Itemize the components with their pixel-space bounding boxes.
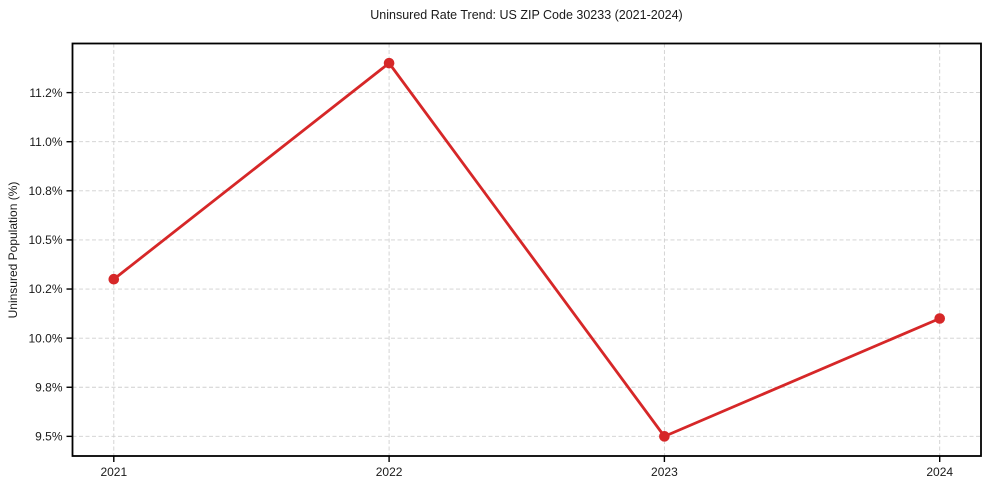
y-tick-label: 9.5% bbox=[35, 430, 63, 444]
y-tick-label: 10.8% bbox=[28, 184, 62, 198]
y-tick-label: 10.2% bbox=[28, 282, 62, 296]
y-tick-label: 10.0% bbox=[28, 331, 62, 345]
x-tick-label: 2023 bbox=[651, 465, 678, 479]
data-point bbox=[934, 313, 946, 324]
data-point bbox=[108, 273, 120, 285]
y-tick-label: 11.0% bbox=[29, 135, 62, 149]
x-tick-label: 2024 bbox=[926, 465, 953, 479]
y-tick-label: 10.5% bbox=[28, 233, 62, 247]
trend-line bbox=[112, 61, 942, 438]
x-tick-label: 2021 bbox=[100, 465, 127, 479]
y-tick-label: 9.8% bbox=[35, 380, 63, 394]
axes-spines bbox=[71, 42, 982, 457]
x-tick-label: 2022 bbox=[376, 465, 403, 479]
y-tick-label: 11.2% bbox=[29, 86, 62, 100]
chart-title: Uninsured Rate Trend: US ZIP Code 30233 … bbox=[370, 8, 683, 22]
data-point bbox=[383, 57, 395, 69]
data-point bbox=[659, 431, 670, 442]
